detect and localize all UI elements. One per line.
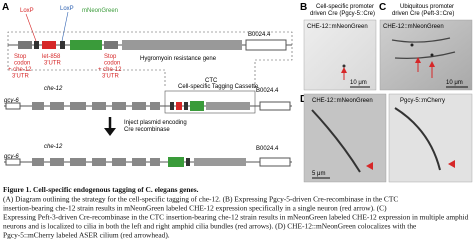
label: gcy-6	[4, 154, 19, 160]
gene-row	[4, 157, 292, 167]
label: B0024.4	[256, 88, 279, 94]
panel-letter: A	[2, 2, 9, 13]
micrograph	[303, 93, 387, 183]
header: Ubiquitous promoter driven Cre (Peft-3::C…	[392, 4, 454, 17]
label: B0024.4	[248, 32, 271, 38]
label: Inject plasmid encoding Cre recombinase	[124, 120, 187, 133]
label: Pgcy-5::mCherry	[400, 98, 445, 104]
scale-label: 5 μm	[312, 171, 325, 177]
label: LoxP	[20, 8, 34, 14]
caption-line: insertion-bearing che-12 strain results …	[3, 204, 387, 213]
panel-a: A LoxP LoxP mNeonGreen B0024.4 Stop codon…	[2, 2, 293, 167]
caption-line: (A) Diagram outlining the strategy for t…	[3, 195, 398, 204]
micrograph	[388, 93, 473, 183]
label: Cell-specific Tagging Cassette	[178, 84, 259, 90]
micrograph	[379, 19, 473, 91]
label: LoxP	[60, 6, 74, 12]
panel-c: C Ubiquitous promoter driven Cre (Peft-3:…	[379, 2, 473, 91]
panel-b: B Cell-specific promoter driven Cre (Pgcy…	[300, 2, 377, 91]
panel-letter: D	[300, 94, 307, 105]
panel-letter: B	[300, 2, 307, 13]
label: gcy-6	[4, 98, 19, 104]
header: Cell-specific promoter driven Cre (Pgcy-5…	[310, 4, 375, 17]
panel-letter: C	[379, 2, 386, 13]
label: Stop codon + che-12 3'UTR	[98, 54, 122, 80]
label: CHE-12::mNeonGreen	[312, 98, 373, 104]
label: Hygromyoin resistance gene	[140, 56, 217, 62]
label: che-12	[44, 86, 63, 92]
caption-title: Figure 1. Cell-specific endogenous taggi…	[3, 185, 199, 194]
scale-label: 10 μm	[350, 80, 367, 86]
panel-d: D CHE-12::mNeonGreen 5 μm Pgcy-5::mCherr…	[300, 93, 473, 183]
gene-row	[4, 90, 292, 114]
caption-line: neurons and is localized to cilia in bot…	[3, 222, 417, 231]
scale-label: 10 μm	[446, 80, 463, 86]
label: CHE-12::mNeonGreen	[383, 24, 444, 30]
cassette	[8, 11, 292, 51]
label: che-12	[44, 144, 63, 150]
label: Stop codon + che-12 3'UTR	[8, 54, 32, 80]
label: let-858 3'UTR	[42, 54, 61, 67]
caption: Figure 1. Cell-specific endogenous taggi…	[3, 185, 469, 240]
label: B0024.4	[256, 146, 279, 152]
label: CHE-12::mNeonGreen	[307, 24, 368, 30]
label: CTC	[205, 78, 218, 84]
label: mNeonGreen	[82, 8, 118, 14]
caption-line: Expressing Peft-3-driven Cre-recombinase…	[3, 213, 469, 222]
micrograph	[303, 19, 377, 91]
caption-line: Pgcy-5::mCherry labeled ASER cilium (red…	[3, 231, 170, 240]
